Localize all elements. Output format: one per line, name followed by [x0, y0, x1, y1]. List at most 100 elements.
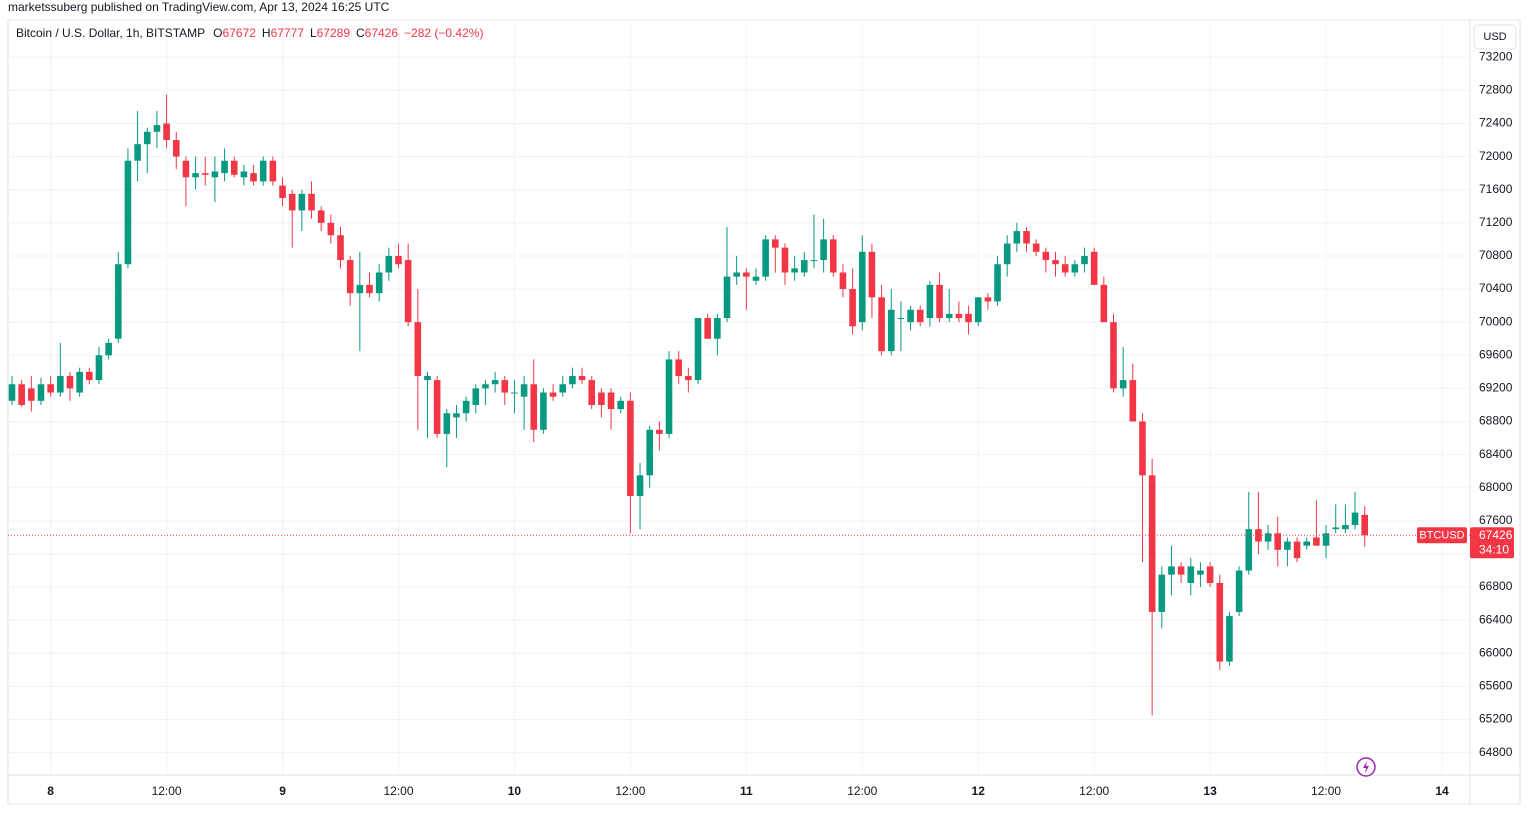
candle-body	[945, 313, 953, 319]
candle-body	[1052, 260, 1059, 265]
currency-button[interactable]	[1473, 24, 1517, 50]
legend-change: −282 (−0.42%)	[404, 26, 483, 40]
candle-body	[1342, 524, 1349, 530]
currency-label[interactable]: USD	[1483, 31, 1506, 43]
candle-body	[1061, 264, 1069, 273]
candle-body	[95, 355, 103, 381]
candle-body	[955, 313, 963, 319]
legend-key: C	[356, 26, 365, 40]
candle-body	[1274, 533, 1282, 550]
candle-body	[1235, 570, 1243, 612]
candle-body	[1129, 380, 1137, 422]
candle-body	[511, 392, 518, 394]
candle-body	[607, 392, 615, 410]
candle-body	[356, 284, 364, 294]
x-tick-label: 13	[1203, 784, 1217, 798]
candle-body	[269, 160, 277, 182]
y-tick-label: 72400	[1479, 116, 1513, 130]
price-tag-value: 67426	[1479, 528, 1513, 542]
candle-body	[288, 193, 296, 211]
candle-body	[627, 400, 634, 497]
candle-body	[1255, 529, 1262, 542]
price-tag-countdown: 34:10	[1479, 542, 1509, 556]
y-tick-label: 73200	[1479, 49, 1513, 63]
candle-body	[974, 297, 982, 323]
candle-body	[172, 140, 180, 157]
x-tick-label: 12:00	[383, 784, 413, 798]
candle-body	[230, 160, 238, 175]
y-tick-label: 70800	[1479, 248, 1513, 262]
y-tick-label: 72000	[1479, 149, 1513, 163]
y-tick-label: 67600	[1479, 513, 1513, 527]
candle-body	[1264, 533, 1272, 542]
candle-body	[375, 272, 383, 294]
candle-body	[887, 309, 895, 352]
candle-body	[1013, 231, 1021, 244]
candle-body	[762, 239, 769, 277]
candle-body	[1023, 231, 1030, 244]
candle-body	[1245, 529, 1253, 571]
candle-body	[1003, 243, 1011, 265]
candle-body	[1042, 251, 1050, 261]
candle-body	[723, 276, 731, 319]
candle-body	[8, 384, 16, 401]
candle-body	[385, 255, 393, 273]
candle-body	[395, 255, 402, 265]
grid-layer	[8, 20, 1470, 775]
legend-value: 67777	[271, 26, 305, 40]
candle-body	[124, 160, 132, 265]
candle-body	[1032, 243, 1040, 252]
x-tick-label: 14	[1435, 784, 1449, 798]
candle-body	[1313, 537, 1320, 546]
candle-body	[1148, 475, 1156, 612]
candle-body	[404, 260, 412, 323]
candle-body	[1177, 566, 1185, 575]
candle-body	[1071, 264, 1079, 273]
candle-body	[250, 173, 257, 182]
candle-body	[163, 123, 170, 141]
candle-body	[482, 384, 489, 389]
candle-body	[201, 173, 209, 175]
candle-body	[1081, 255, 1088, 265]
candle-body	[443, 413, 451, 434]
candle-body	[1139, 421, 1146, 476]
candle-body	[308, 193, 315, 211]
legend-key: O	[213, 26, 222, 40]
candle-body	[520, 384, 528, 397]
candle-body	[733, 272, 740, 277]
candle-body	[540, 392, 547, 430]
candle-body	[868, 251, 876, 298]
y-tick-label: 66800	[1479, 579, 1513, 593]
legend-value: 67289	[317, 26, 351, 40]
candle-body	[1303, 541, 1311, 546]
y-tick-label: 68000	[1479, 480, 1513, 494]
candle-body	[994, 264, 1001, 302]
symbol-label: BTCUSD	[1419, 530, 1464, 542]
candle-body	[66, 375, 74, 389]
chart-frame	[7, 19, 1521, 805]
x-tick-label: 12:00	[1311, 784, 1341, 798]
icon-bolt[interactable]	[1363, 761, 1369, 773]
candle-body	[453, 413, 460, 418]
candle-body	[578, 375, 586, 381]
candle-body	[105, 342, 112, 356]
legend-key: H	[262, 26, 271, 40]
y-tick-label: 69600	[1479, 347, 1513, 361]
candle-body	[530, 384, 538, 430]
candle-body	[549, 392, 557, 397]
candle-body	[259, 160, 267, 182]
candle-body	[491, 380, 499, 385]
candle-body	[829, 239, 837, 273]
candle-body	[346, 260, 354, 294]
candle-body	[800, 260, 808, 273]
candle-body	[1351, 512, 1359, 525]
y-tick-label: 70400	[1479, 281, 1513, 295]
candle-body	[279, 185, 286, 198]
y-tick-label: 71200	[1479, 215, 1513, 229]
candle-body	[1168, 566, 1175, 575]
candle-body	[153, 125, 161, 132]
replay-icon[interactable]	[1356, 757, 1376, 777]
candle-body	[18, 384, 25, 405]
candle-body	[839, 272, 847, 290]
